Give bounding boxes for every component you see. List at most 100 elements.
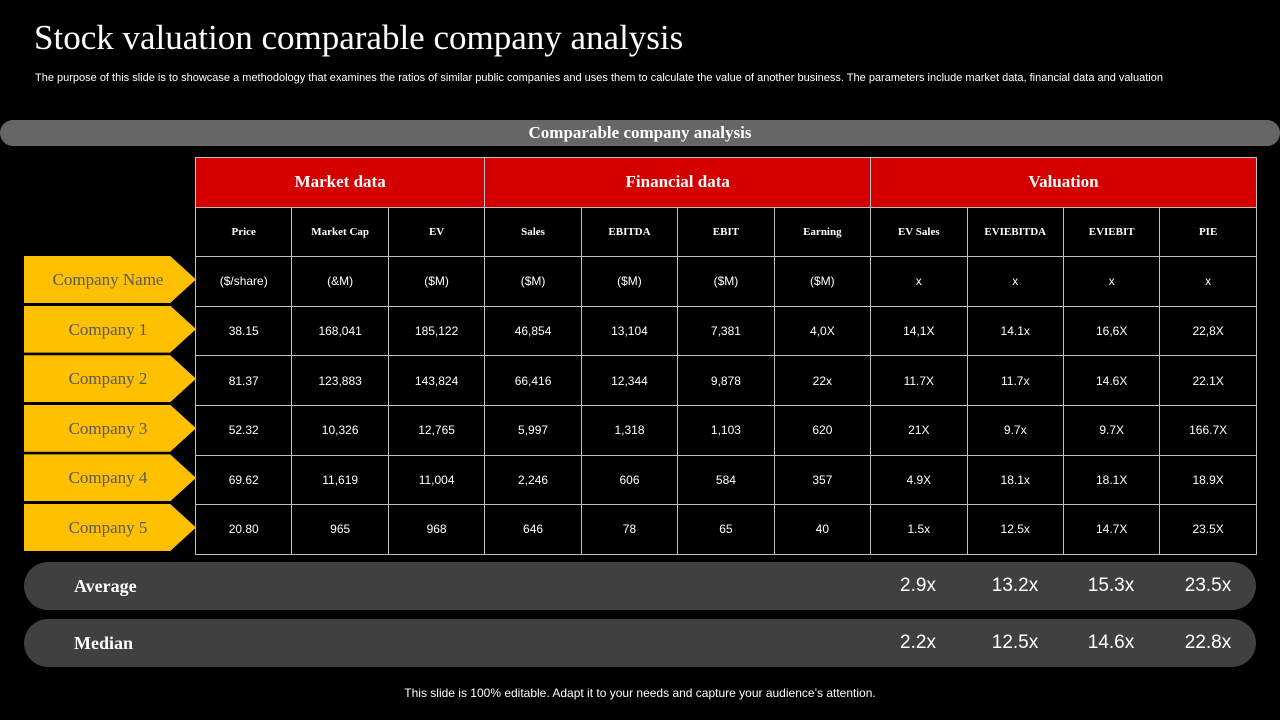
page-title: Stock valuation comparable company analy… — [34, 18, 684, 57]
table-cell: 9.7x — [966, 404, 1064, 456]
table-cell: 11.7x — [966, 355, 1064, 406]
table-row: 69.62 11,619 11,004 2,246 606 584 357 4.… — [194, 454, 1257, 506]
median-eviebit: 14.6x — [1087, 632, 1135, 653]
metric-header: Sales — [484, 206, 582, 258]
metric-header: EBIT — [677, 206, 775, 258]
table-cell: 12,344 — [580, 355, 679, 406]
table-cell: 78 — [580, 504, 679, 555]
average-eviebitda: 13.2x — [991, 575, 1039, 596]
unit-cell: x — [1159, 256, 1257, 307]
table-cell: 9,878 — [677, 355, 775, 406]
table-cell: 18.9X — [1159, 454, 1257, 506]
table-cell: 584 — [677, 454, 775, 506]
row-label-column: Company Name Company 1 Company 2 Company… — [24, 256, 196, 554]
table-cell: 20.80 — [194, 504, 293, 555]
metric-header: EVIEBITDA — [966, 206, 1064, 258]
table-cell: 606 — [580, 454, 679, 506]
table-cell: 22,8X — [1159, 305, 1257, 357]
unit-cell: x — [1062, 256, 1161, 307]
table-cell: 11.7X — [870, 355, 968, 406]
table-cell: 38.15 — [194, 305, 293, 357]
group-financial-data: Financial data — [484, 157, 872, 208]
median-eviebitda: 12.5x — [991, 632, 1039, 653]
table-cell: 5,997 — [484, 404, 582, 456]
metric-header: Market Cap — [291, 206, 389, 258]
table-cell: 123,883 — [291, 355, 389, 406]
table-cell: 66,416 — [484, 355, 582, 406]
table-cell: 9.7X — [1062, 404, 1161, 456]
table-cell: 2,246 — [484, 454, 582, 506]
table-cell: 14.1x — [966, 305, 1064, 357]
footer-note: This slide is 100% editable. Adapt it to… — [404, 686, 876, 700]
table-cell: 46,854 — [484, 305, 582, 357]
table-cell: 10,326 — [291, 404, 389, 456]
row-label-company-1: Company 1 — [24, 305, 196, 353]
table-cell: 646 — [484, 504, 582, 555]
table-cell: 40 — [773, 504, 872, 555]
unit-cell: x — [870, 256, 968, 307]
table-cell: 81.37 — [194, 355, 293, 406]
table-cell: 18.1x — [966, 454, 1064, 506]
table-cell: 65 — [677, 504, 775, 555]
table-cell: 21X — [870, 404, 968, 456]
table-cell: 4,0X — [773, 305, 872, 357]
table-cell: 13,104 — [580, 305, 679, 357]
table-cell: 14,1X — [870, 305, 968, 357]
row-label-company-name: Company Name — [24, 256, 196, 303]
table-cell: 23.5X — [1159, 504, 1257, 555]
average-eviebit: 15.3x — [1087, 575, 1135, 596]
group-market-data: Market data — [194, 157, 486, 208]
table-cell: 1,318 — [580, 404, 679, 456]
median-pie: 22.8x — [1184, 632, 1232, 653]
table-row: 38.15 168,041 185,122 46,854 13,104 7,38… — [194, 305, 1257, 357]
group-valuation: Valuation — [870, 157, 1257, 208]
table-cell: 620 — [773, 404, 872, 456]
metric-header: Earning — [773, 206, 872, 258]
table-cell: 18.1X — [1062, 454, 1161, 506]
table-row: 52.32 10,326 12,765 5,997 1,318 1,103 62… — [194, 404, 1257, 456]
unit-cell: (&M) — [291, 256, 389, 307]
table-cell: 168,041 — [291, 305, 389, 357]
average-label: Average — [74, 576, 137, 596]
unit-cell: ($M) — [677, 256, 775, 307]
metric-header: EV Sales — [870, 206, 968, 258]
unit-cell: ($M) — [484, 256, 582, 307]
metric-header: EBITDA — [580, 206, 679, 258]
average-pie: 23.5x — [1184, 575, 1232, 596]
table-cell: 4.9X — [870, 454, 968, 506]
section-banner: Comparable company analysis — [0, 120, 1280, 146]
median-bar: Median 2.2x 12.5x 14.6x 22.8x — [24, 619, 1256, 667]
table-cell: 1.5x — [870, 504, 968, 555]
comparable-table: Market data Financial data Valuation Pri… — [194, 157, 1257, 555]
unit-cell: x — [966, 256, 1064, 307]
group-header-row: Market data Financial data Valuation — [194, 157, 1257, 208]
metric-header: PIE — [1159, 206, 1257, 258]
table-cell: 166.7X — [1159, 404, 1257, 456]
table-cell: 357 — [773, 454, 872, 506]
table-cell: 22.1X — [1159, 355, 1257, 406]
average-ev-sales: 2.9x — [900, 575, 936, 596]
table-row: 20.80 965 968 646 78 65 40 1.5x 12.5x 14… — [194, 504, 1257, 555]
metric-header: Price — [194, 206, 293, 258]
table-cell: 12,765 — [387, 404, 486, 456]
table-cell: 12.5x — [966, 504, 1064, 555]
table-cell: 7,381 — [677, 305, 775, 357]
table-cell: 968 — [387, 504, 486, 555]
table-cell: 1,103 — [677, 404, 775, 456]
median-ev-sales: 2.2x — [900, 632, 936, 653]
table-cell: 22x — [773, 355, 872, 406]
row-label-company-5: Company 5 — [24, 503, 196, 551]
table-cell: 965 — [291, 504, 389, 555]
table-cell: 14.6X — [1062, 355, 1161, 406]
table-cell: 185,122 — [387, 305, 486, 357]
table-cell: 14.7X — [1062, 504, 1161, 555]
metric-header: EV — [387, 206, 486, 258]
unit-cell: ($M) — [387, 256, 486, 307]
average-bar: Average 2.9x 13.2x 15.3x 23.5x — [24, 562, 1256, 610]
table-cell: 16,6X — [1062, 305, 1161, 357]
unit-cell: ($M) — [773, 256, 872, 307]
table-cell: 69.62 — [194, 454, 293, 506]
unit-cell: ($/share) — [194, 256, 293, 307]
row-label-company-4: Company 4 — [24, 454, 196, 502]
table-cell: 143,824 — [387, 355, 486, 406]
